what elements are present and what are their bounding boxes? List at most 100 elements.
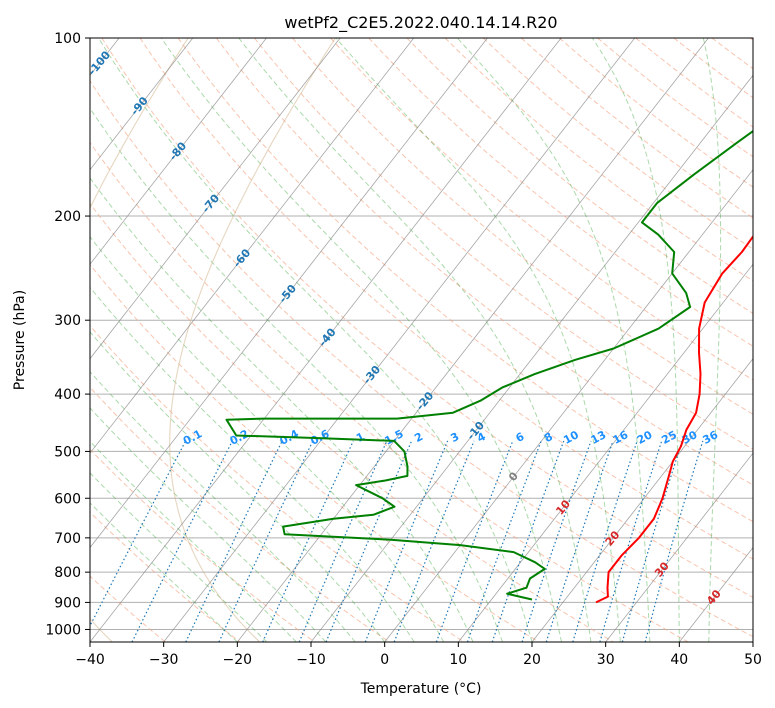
- mixing-ratio-label: 10: [561, 428, 581, 447]
- isotherm-line: [237, 38, 709, 642]
- dewpoint-profile: [225, 129, 753, 601]
- moist-adiabat: [335, 38, 621, 642]
- isotherm-line: [605, 452, 753, 642]
- y-tick-label: 500: [54, 444, 81, 460]
- y-tick-label: 200: [54, 209, 81, 225]
- dry-adiabat: [444, 38, 753, 282]
- plot-area: 0.1 0.2 0.4 0.6 1 1.5 2 3 4 6 8 10 13 16 20 25 30 36-100-…: [90, 38, 753, 642]
- isotherm-line: [90, 38, 267, 265]
- isotherm-label: -70: [199, 192, 222, 216]
- dry-adiabat: [559, 38, 753, 188]
- x-tick-label: −30: [149, 652, 179, 668]
- mixing-ratio-label: 8: [542, 430, 555, 445]
- y-tick-label: 400: [54, 387, 81, 403]
- mixing-ratio-line: [325, 440, 413, 642]
- dry-adiabat: [101, 38, 753, 598]
- dry-adiabat: [520, 38, 753, 219]
- x-tick-label: −10: [296, 652, 326, 668]
- moist-adiabat: [160, 38, 562, 642]
- dry-adiabat: [406, 38, 753, 314]
- dry-adiabat: [90, 324, 465, 642]
- x-tick-label: −40: [75, 652, 105, 668]
- y-tick-label: 300: [54, 313, 81, 329]
- isotherm-label: 10: [553, 497, 573, 517]
- isotherm-label: -20: [414, 389, 437, 413]
- dry-adiabat: [139, 38, 753, 560]
- mixing-ratio-line: [572, 440, 638, 642]
- x-tick-label: −20: [223, 652, 253, 668]
- mixing-ratio-label: 0.1: [181, 427, 204, 448]
- dry-adiabat: [177, 38, 753, 523]
- dry-adiabat: [90, 263, 540, 642]
- moist-adiabat: [90, 286, 415, 642]
- mixing-ratio-label: 36: [701, 428, 721, 447]
- chart-title: wetPf2_C2E5.2022.040.14.14.R20: [284, 13, 557, 33]
- isotherm-label: -30: [361, 363, 384, 387]
- mixing-ratio-line: [599, 440, 663, 642]
- mixing-ratio-line: [644, 440, 704, 642]
- y-tick-label: 1000: [45, 623, 81, 639]
- x-tick-label: 50: [744, 652, 762, 668]
- x-tick-label: 30: [597, 652, 615, 668]
- isotherm-label: -60: [231, 246, 254, 270]
- dry-adiabat: [292, 38, 753, 415]
- moist-adiabat: [90, 235, 445, 642]
- moist-adiabat: [90, 331, 386, 642]
- dry-adiabat: [597, 38, 753, 158]
- moist-adiabat: [97, 38, 533, 642]
- dry-adiabat: [749, 38, 753, 41]
- mixing-ratio-label: 0.2: [228, 427, 251, 448]
- x-tick-label: 20: [523, 652, 541, 668]
- dry-adiabat: [635, 38, 753, 128]
- isotherm-line: [384, 169, 753, 642]
- y-axis-label: Pressure (hPa): [12, 290, 28, 390]
- mixing-ratio-label: 6: [514, 430, 527, 445]
- reference-curve: [169, 38, 336, 642]
- isotherm-line: [163, 38, 636, 642]
- x-tick-label: 40: [670, 652, 688, 668]
- x-tick-label: 0: [380, 652, 389, 668]
- isotherm-line: [90, 38, 341, 360]
- moist-adiabat: [238, 38, 592, 642]
- mixing-ratio-line: [466, 440, 542, 642]
- y-tick-label: 900: [54, 595, 81, 611]
- mixing-ratio-label: 1: [354, 430, 367, 445]
- mixing-ratio-line: [491, 440, 565, 642]
- mixing-ratio-line: [545, 440, 614, 642]
- y-tick-label: 700: [54, 531, 81, 547]
- moist-adiabat: [90, 177, 474, 642]
- mixing-ratio-label: 16: [611, 428, 631, 447]
- isotherm-line: [458, 263, 753, 642]
- dry-adiabat: [90, 448, 315, 642]
- isotherm-label: -50: [276, 282, 299, 306]
- mixing-ratio-label: 2: [412, 430, 425, 445]
- moist-adiabat: [90, 407, 327, 642]
- isotherm-line: [90, 38, 488, 549]
- axis-ticks: −40 −30 −20 −10 0 10 20 30 40 5010020030040050060…: [45, 31, 762, 668]
- isotherm-line: [310, 74, 753, 642]
- mixing-ratio-label: 25: [659, 428, 679, 447]
- moist-adiabat: [90, 440, 297, 642]
- temperature-profile: [595, 234, 753, 604]
- isotherm-line: [752, 641, 753, 642]
- isotherm-label: 0: [506, 469, 521, 483]
- dry-adiabat: [330, 38, 753, 381]
- mixing-ratio-line: [262, 440, 354, 642]
- reference-curve: [90, 38, 189, 642]
- dry-adiabat: [368, 38, 753, 347]
- axes-frame: [89, 37, 754, 643]
- mixing-ratio-label: 13: [589, 428, 609, 447]
- x-axis-label: Temperature (°C): [360, 681, 482, 697]
- dry-adiabat: [90, 141, 689, 642]
- moist-adiabat: [90, 107, 503, 642]
- dry-adiabat: [215, 38, 753, 486]
- dry-adiabat: [90, 80, 753, 638]
- isotherm-line: [90, 38, 562, 642]
- isotherm-label: 30: [652, 559, 672, 579]
- isotherm-label: 20: [603, 528, 623, 548]
- mixing-ratio-line: [131, 440, 233, 642]
- isotherm-line: [531, 358, 753, 642]
- y-tick-label: 600: [54, 491, 81, 507]
- isotherm-label: -90: [128, 94, 151, 118]
